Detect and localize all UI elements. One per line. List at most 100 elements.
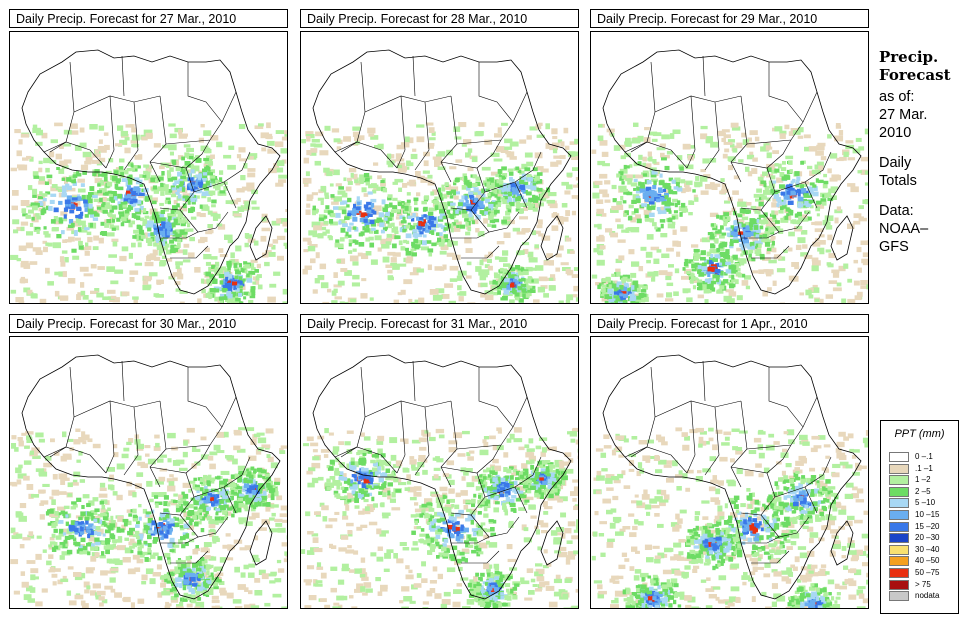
data-label: Data: <box>879 203 914 219</box>
country-border <box>741 536 780 544</box>
country-border <box>768 62 804 123</box>
country-border <box>149 400 167 488</box>
precip-map-svg <box>591 354 868 608</box>
africa-coastline <box>21 354 281 600</box>
country-border <box>193 151 251 193</box>
legend-item: 0 –.1 <box>889 452 959 463</box>
legend-label: 15 –20 <box>915 521 940 531</box>
country-border <box>49 61 75 153</box>
legend-swatch <box>889 556 909 567</box>
legend-label: > 75 <box>915 579 931 589</box>
legend-swatch <box>889 475 909 486</box>
country-border <box>624 446 688 474</box>
country-border <box>702 55 706 97</box>
country-border <box>702 360 706 402</box>
country-border <box>414 406 430 476</box>
country-border <box>624 141 688 169</box>
country-border <box>334 446 398 474</box>
country-border <box>804 486 818 514</box>
asof-date: 27 Mar. <box>879 107 928 123</box>
africa-precip-map <box>590 31 869 304</box>
panel-title: Daily Precip. Forecast for 1 Apr., 2010 <box>590 314 869 333</box>
country-border <box>165 91 237 145</box>
country-border <box>396 95 406 169</box>
precip-cells <box>301 122 578 303</box>
country-border <box>514 486 528 514</box>
legend-item: 5 –10 <box>889 498 959 509</box>
country-border <box>456 396 528 450</box>
country-border <box>456 91 528 145</box>
country-border <box>73 400 161 418</box>
forecast-panel-mar31: Daily Precip. Forecast for 31 Mar., 2010 <box>300 314 581 610</box>
country-border <box>760 514 810 538</box>
country-border <box>440 95 458 183</box>
country-border <box>461 245 500 259</box>
africa-precip-map <box>300 31 579 304</box>
precip-map-svg <box>591 49 868 303</box>
country-border <box>193 456 251 498</box>
legend-item: 30 –40 <box>889 544 959 556</box>
country-border <box>654 400 742 418</box>
country-border <box>704 101 720 171</box>
country-border <box>484 456 542 498</box>
africa-precip-map <box>300 336 579 609</box>
country-border <box>121 55 125 97</box>
country-border <box>105 400 115 474</box>
country-border <box>630 61 656 153</box>
country-border <box>105 95 115 169</box>
country-border <box>804 181 818 209</box>
precip-cells <box>10 427 287 608</box>
country-border <box>396 400 406 474</box>
country-border <box>43 141 107 169</box>
africa-precip-map <box>9 31 288 304</box>
panel-title: Daily Precip. Forecast for 28 Mar., 2010 <box>300 9 579 28</box>
legend-swatch <box>889 579 909 590</box>
country-border <box>412 360 416 402</box>
country-border <box>686 95 696 169</box>
legend-item: 2 –5 <box>889 486 959 498</box>
country-border <box>149 95 167 183</box>
country-border <box>165 396 237 450</box>
precip-map-svg <box>10 354 287 608</box>
country-border <box>179 209 229 233</box>
asof-label: as of: <box>879 89 915 105</box>
panel-title: Daily Precip. Forecast for 30 Mar., 2010 <box>9 314 288 333</box>
country-border <box>364 95 452 113</box>
country-border <box>170 550 209 564</box>
country-border <box>123 406 139 476</box>
precip-cells <box>301 427 578 608</box>
country-border <box>740 472 776 516</box>
legend-item: > 75 <box>889 579 959 591</box>
country-border <box>187 62 223 123</box>
country-border <box>470 209 520 233</box>
legend-label: 5 –10 <box>915 498 936 508</box>
country-border <box>73 95 161 113</box>
country-border <box>746 91 818 145</box>
africa-coastline <box>21 49 281 295</box>
legend-swatch <box>889 452 909 462</box>
africa-precip-map <box>590 336 869 609</box>
country-border <box>751 550 790 564</box>
country-border <box>159 167 195 211</box>
country-border <box>340 61 366 153</box>
country-border <box>514 181 528 209</box>
country-border <box>461 550 500 564</box>
madagascar-outline <box>249 520 273 566</box>
country-border <box>49 366 75 458</box>
country-border <box>364 400 452 418</box>
country-border <box>179 514 229 538</box>
legend-swatch <box>889 533 909 544</box>
legend-swatch <box>889 591 909 602</box>
africa-coastline <box>312 354 572 600</box>
country-border <box>414 101 430 171</box>
country-border <box>334 141 398 169</box>
legend-item: nodata <box>889 591 959 602</box>
country-border <box>774 456 832 498</box>
africa-precip-map <box>9 336 288 609</box>
country-border <box>730 139 792 169</box>
country-border <box>630 366 656 458</box>
country-border <box>170 245 209 259</box>
country-border <box>412 55 416 97</box>
country-border <box>654 95 742 113</box>
country-border <box>123 101 139 171</box>
